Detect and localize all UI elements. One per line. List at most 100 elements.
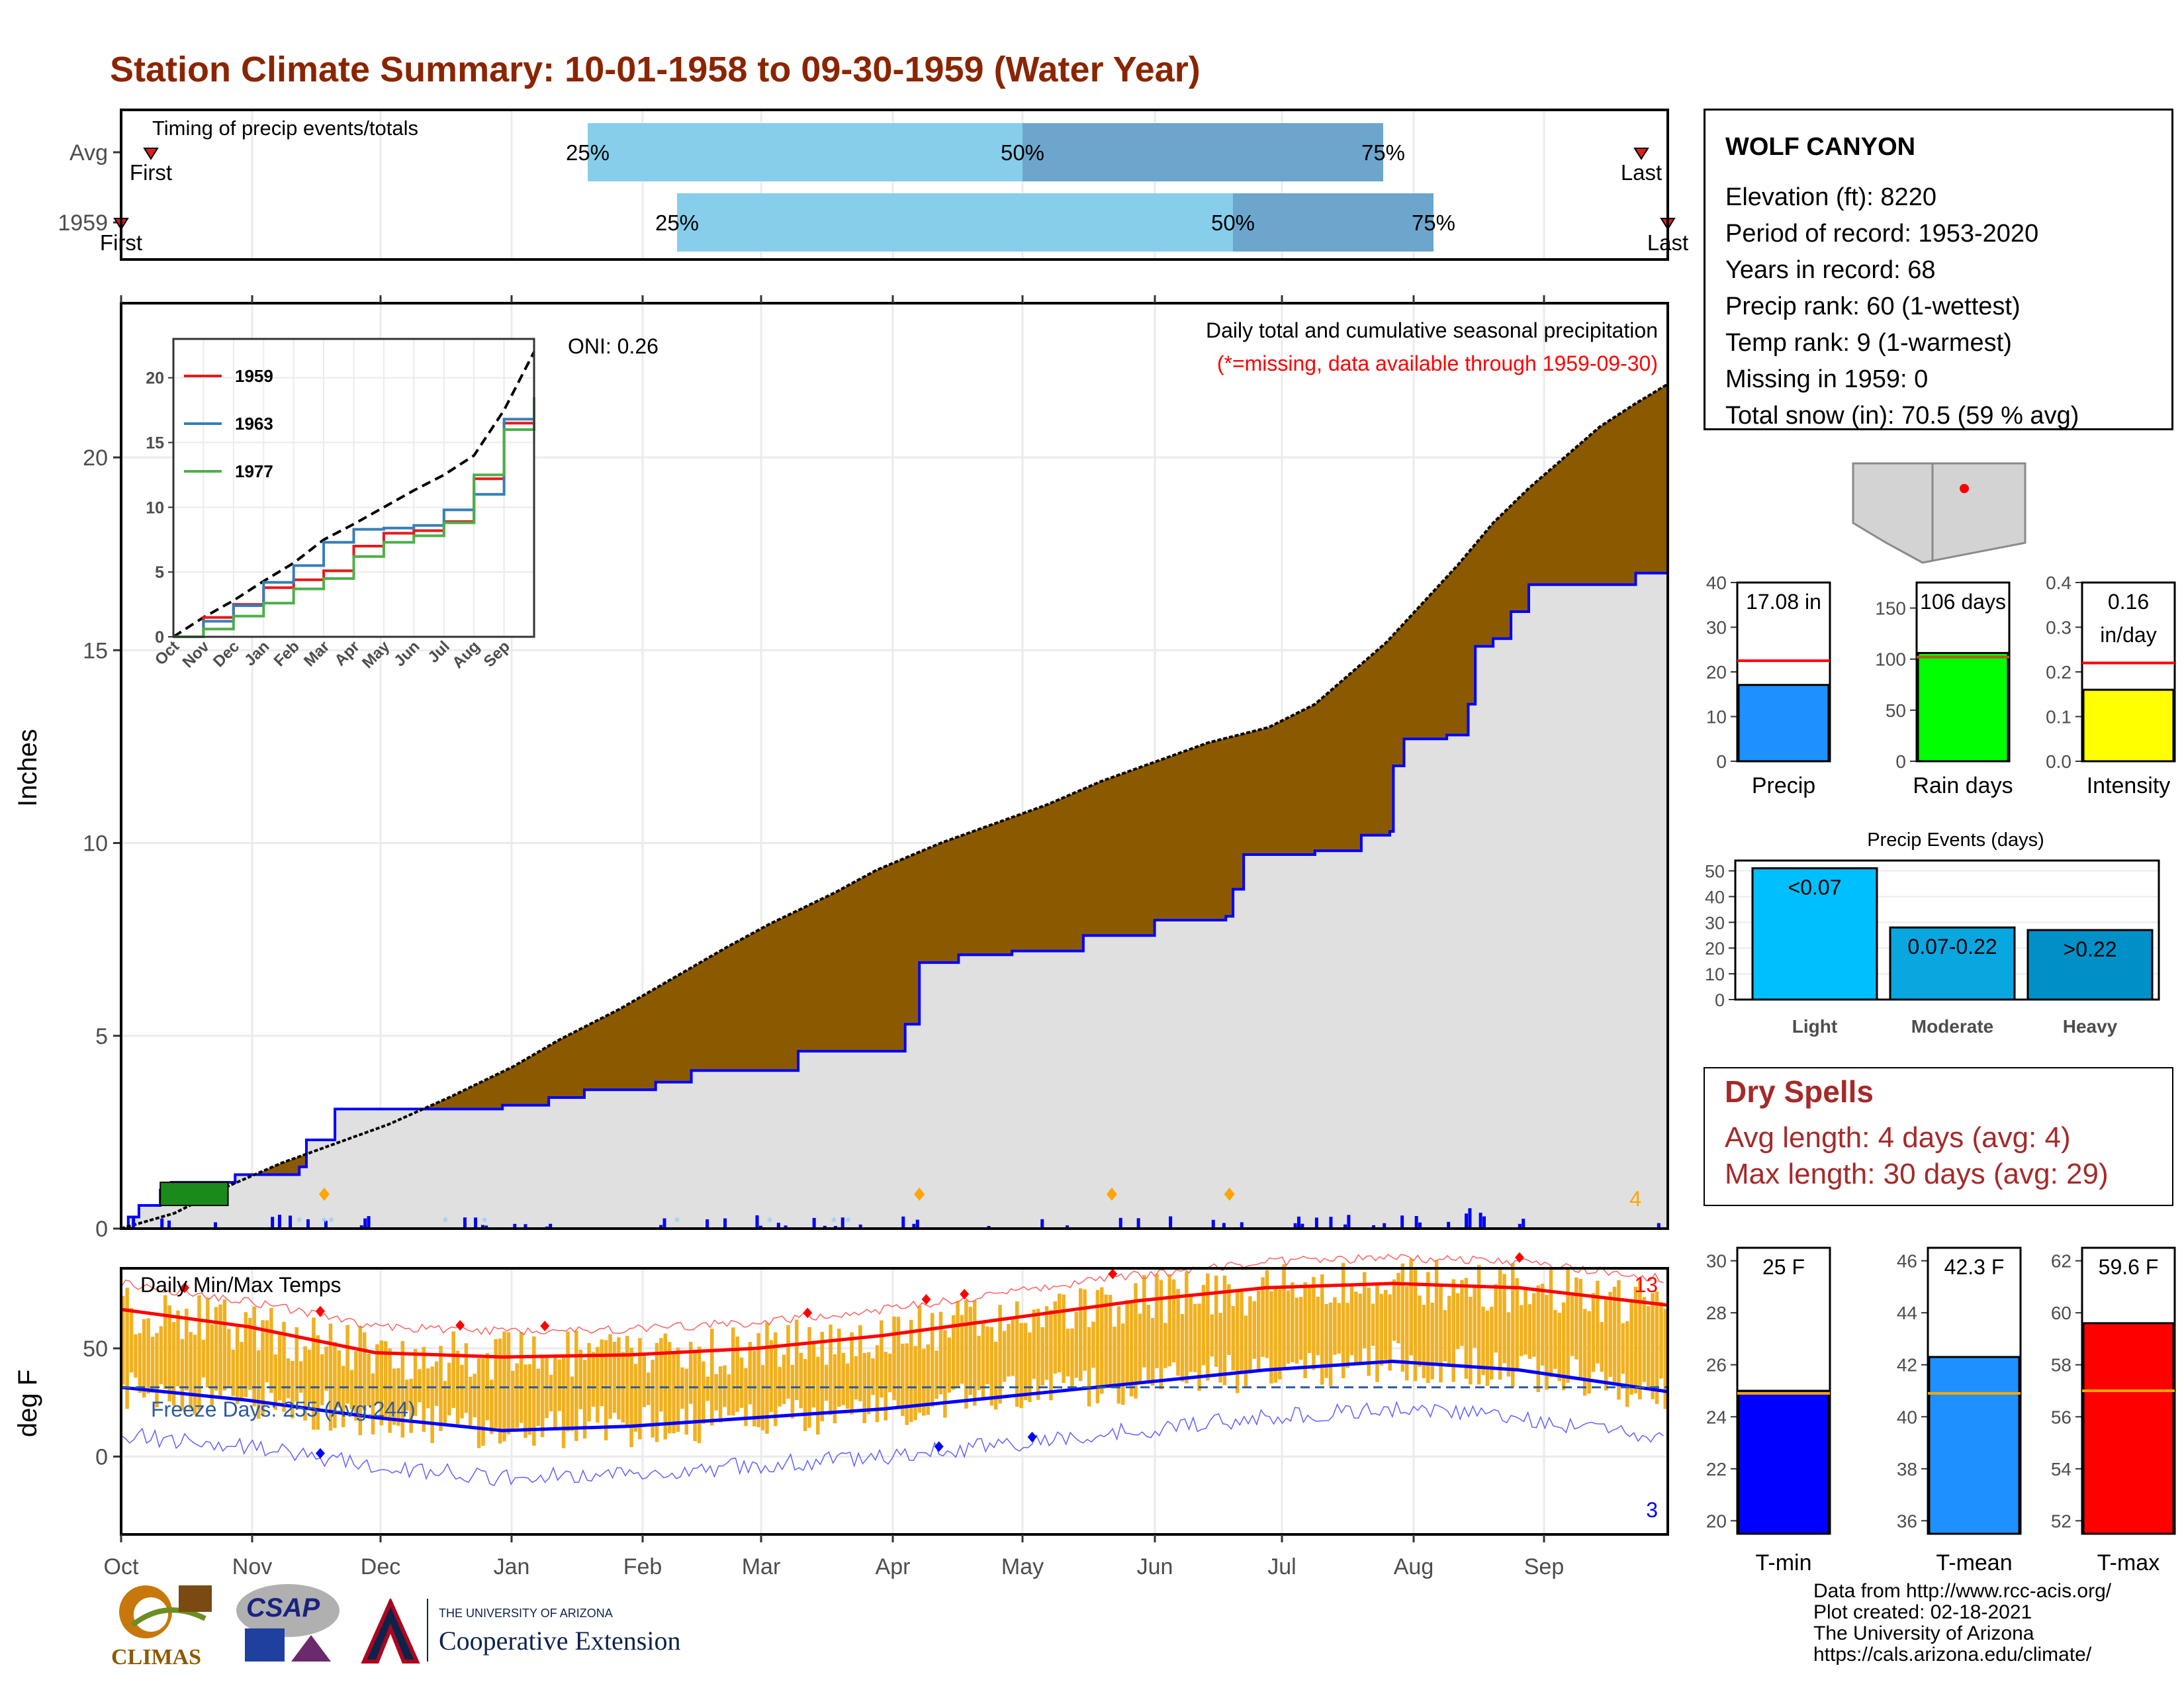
daily-temp-bar <box>316 1335 320 1430</box>
daily-temp-bar <box>473 1374 477 1417</box>
daily-temp-bar <box>1036 1309 1040 1400</box>
daily-temp-bar <box>1642 1297 1647 1382</box>
daily-temp-bar <box>943 1330 947 1418</box>
ua-extension-logo: THE UNIVERSITY OF ARIZONA Cooperative Ex… <box>361 1597 758 1671</box>
daily-temp-bar <box>142 1319 146 1398</box>
avg-cumulative-line <box>120 383 1669 1230</box>
daily-temp-bar <box>277 1332 282 1401</box>
timing-pct-label: 25% <box>566 140 610 165</box>
daily-temp-bar <box>600 1339 604 1407</box>
bar-ytick-label: 52 <box>2051 1511 2071 1531</box>
daily-temp-bar <box>977 1336 981 1390</box>
bar-ytick-label: 40 <box>1897 1407 1917 1427</box>
precip-ytick-label: 0 <box>95 1217 108 1242</box>
daily-temp-bar <box>1095 1289 1100 1403</box>
daily-temp-bar <box>312 1317 316 1430</box>
month-xtick-label: Jun <box>1137 1554 1173 1579</box>
daily-temp-bar <box>934 1350 938 1399</box>
bar-value <box>2082 688 2175 763</box>
daily-temp-bar <box>210 1324 214 1407</box>
daily-temp-bar <box>688 1342 693 1404</box>
daily-temp-bar <box>922 1348 926 1416</box>
daily-temp-bar <box>1125 1300 1129 1385</box>
bar-ytick-label: 44 <box>1897 1303 1917 1323</box>
daily-temp-bar <box>570 1376 574 1431</box>
daily-temp-bar <box>396 1368 400 1426</box>
daily-temp-bar <box>1062 1294 1066 1383</box>
daily-temp-bar <box>582 1360 587 1439</box>
daily-temp-bar <box>739 1357 744 1408</box>
events-bar-label: 0.07-0.22 <box>1907 935 1997 959</box>
daily-temp-bar <box>702 1361 705 1424</box>
timing-pct-label: 25% <box>655 211 699 235</box>
page-title: Station Climate Summary: 10-01-1958 to 0… <box>110 50 1201 89</box>
daily-temp-bar <box>951 1315 956 1390</box>
daily-precip-bar <box>277 1215 281 1229</box>
station-elevation: Elevation (ft): 8220 <box>1725 183 1936 211</box>
daily-precip-bar <box>659 1225 663 1229</box>
daily-temp-bar <box>629 1348 633 1448</box>
daily-temp-bar <box>790 1364 795 1419</box>
daily-temp-bar <box>1171 1279 1176 1363</box>
timing-first-label: First <box>130 160 172 185</box>
daily-temp-bar <box>1235 1291 1240 1393</box>
daily-temp-bar <box>858 1325 862 1401</box>
daily-temp-bar <box>1142 1275 1146 1368</box>
daily-temp-bar <box>349 1370 354 1410</box>
daily-temp-bar <box>1439 1285 1443 1383</box>
events-ytick-label: 50 <box>1705 862 1725 882</box>
record-low-marker <box>1027 1431 1037 1442</box>
daily-temp-bar <box>633 1364 638 1432</box>
daily-temp-bar <box>1621 1323 1625 1374</box>
daily-temp-bar <box>1358 1293 1363 1363</box>
daily-temp-bar <box>1277 1289 1282 1380</box>
daily-temp-bar <box>1536 1285 1541 1392</box>
daily-temp-bar <box>1430 1302 1434 1380</box>
daily-temp-bar <box>1083 1289 1087 1371</box>
daily-temp-bar <box>248 1317 252 1390</box>
daily-temp-bar <box>807 1327 811 1428</box>
dry-spells-avg: Avg length: 4 days (avg: 4) <box>1725 1121 2071 1154</box>
daily-temp-bar <box>841 1352 845 1405</box>
month-xtick-label: Apr <box>876 1554 911 1579</box>
daily-temp-bar <box>938 1311 943 1395</box>
daily-temp-bar <box>1570 1295 1574 1356</box>
snow-day-marker: * <box>831 1214 837 1231</box>
timing-pct-label: 75% <box>1361 140 1405 165</box>
daily-temp-bar <box>642 1354 647 1407</box>
daily-temp-bar <box>1040 1327 1044 1386</box>
station-precip-rank: Precip rank: 60 (1-wettest) <box>1725 293 2021 320</box>
daily-temp-bar <box>1473 1284 1477 1348</box>
daily-temp-bar <box>1138 1313 1142 1382</box>
record-low-marker <box>934 1441 944 1452</box>
bar-ytick-label: 150 <box>1875 598 1906 619</box>
daily-temp-bar <box>265 1320 269 1383</box>
inset-ytick-label: 5 <box>155 563 164 582</box>
daily-precip-bar <box>359 1225 363 1229</box>
bar-ytick-label: 36 <box>1897 1511 1917 1531</box>
daily-temp-bar <box>1049 1310 1053 1401</box>
daily-precip-bar <box>1136 1218 1140 1229</box>
daily-temp-bar <box>557 1359 561 1411</box>
month-xtick-label: Mar <box>742 1554 781 1579</box>
station-temp-rank: Temp rank: 9 (1-warmest) <box>1725 329 2012 357</box>
bar-ytick-label: 62 <box>2051 1251 2071 1272</box>
bar-axis-label: Precip <box>1752 773 1815 798</box>
month-xtick-label: Dec <box>361 1554 400 1579</box>
daily-temp-bar <box>295 1327 299 1402</box>
daily-precip-bar <box>1657 1223 1661 1229</box>
daily-precip-bar <box>662 1218 666 1229</box>
daily-temp-bar <box>1561 1302 1566 1391</box>
daily-temp-bar <box>1070 1328 1074 1387</box>
avg-tmin-line <box>120 1359 1668 1432</box>
daily-temp-bar <box>477 1358 481 1448</box>
daily-temp-bar <box>1400 1263 1405 1372</box>
daily-temp-bar <box>1146 1305 1150 1384</box>
daily-temp-bar <box>697 1346 702 1444</box>
timing-pct-label: 75% <box>1412 211 1455 235</box>
daily-temp-bar <box>1557 1313 1562 1382</box>
daily-temp-bar <box>303 1346 307 1421</box>
daily-temp-bar <box>337 1350 341 1408</box>
bar-ytick-label: 38 <box>1897 1459 1917 1479</box>
precip-header: Daily total and cumulative seasonal prec… <box>1206 318 1658 342</box>
